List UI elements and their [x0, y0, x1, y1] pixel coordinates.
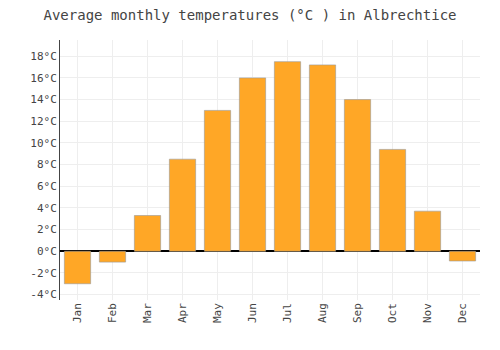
svg-text:Nov: Nov [421, 303, 434, 323]
svg-text:Average monthly temperatures (: Average monthly temperatures (°C ) in Al… [43, 7, 456, 23]
svg-text:12°C: 12°C [30, 115, 57, 128]
svg-text:0°C: 0°C [37, 245, 57, 258]
svg-text:14°C: 14°C [30, 93, 57, 106]
svg-text:Apr: Apr [176, 303, 189, 323]
svg-text:Aug: Aug [316, 303, 329, 323]
svg-text:Jul: Jul [281, 303, 294, 323]
svg-text:Oct: Oct [386, 303, 399, 323]
svg-text:2°C: 2°C [37, 223, 57, 236]
svg-text:Sep: Sep [351, 303, 364, 323]
svg-text:Jan: Jan [71, 303, 84, 323]
svg-text:Feb: Feb [106, 303, 119, 323]
svg-text:May: May [211, 303, 224, 323]
svg-text:6°C: 6°C [37, 180, 57, 193]
svg-text:16°C: 16°C [30, 72, 57, 85]
svg-text:Mar: Mar [141, 303, 154, 323]
svg-text:10°C: 10°C [30, 137, 57, 150]
svg-text:-4°C: -4°C [30, 288, 57, 301]
svg-text:18°C: 18°C [30, 50, 57, 63]
svg-text:8°C: 8°C [37, 158, 57, 171]
svg-text:4°C: 4°C [37, 202, 57, 215]
svg-text:Dec: Dec [456, 303, 469, 323]
svg-text:Jun: Jun [246, 303, 259, 323]
svg-text:-2°C: -2°C [30, 267, 57, 280]
